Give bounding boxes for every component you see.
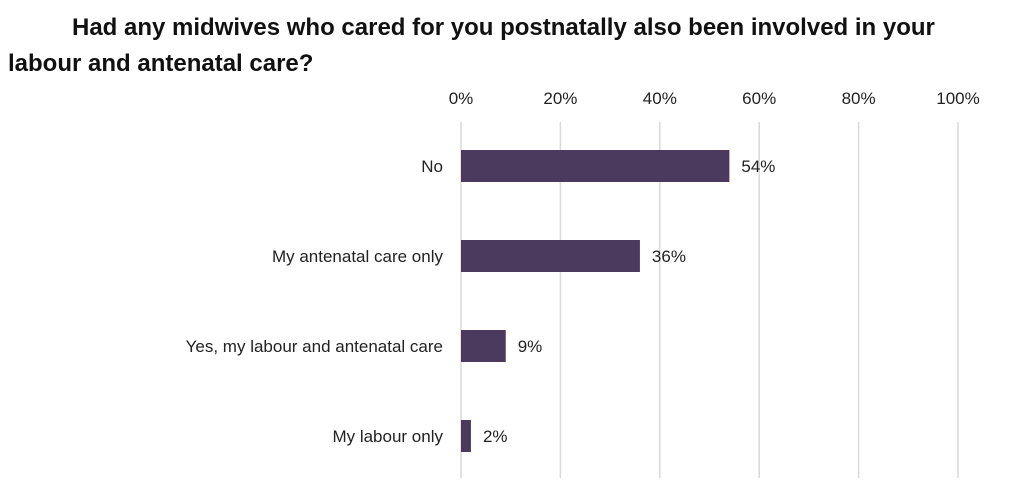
x-tick-label-80: 80%	[842, 89, 876, 108]
x-tick-label-20: 20%	[543, 89, 577, 108]
bars	[461, 150, 730, 452]
data-label-2: 9%	[518, 337, 543, 356]
bar-3	[461, 420, 471, 452]
x-tick-label-0: 0%	[449, 89, 474, 108]
x-axis-ticks: 0% 20% 40% 60% 80% 100%	[449, 89, 980, 108]
x-tick-label-40: 40%	[643, 89, 677, 108]
data-label-1: 36%	[652, 247, 686, 266]
category-label-0: No	[421, 157, 443, 176]
bar-0	[461, 150, 730, 182]
data-label-0: 54%	[741, 157, 775, 176]
bar-1	[461, 240, 640, 272]
data-label-3: 2%	[483, 427, 508, 446]
data-labels: 54% 36% 9% 2%	[483, 157, 775, 446]
category-label-2: Yes, my labour and antenatal care	[186, 337, 443, 356]
x-tick-label-100: 100%	[936, 89, 979, 108]
category-label-3: My labour only	[332, 427, 443, 446]
category-labels: No My antenatal care only Yes, my labour a…	[186, 157, 444, 446]
x-tick-label-60: 60%	[742, 89, 776, 108]
bar-2	[461, 330, 506, 362]
category-label-1: My antenatal care only	[272, 247, 444, 266]
chart-title: Had any midwives who cared for you postn…	[8, 14, 935, 77]
